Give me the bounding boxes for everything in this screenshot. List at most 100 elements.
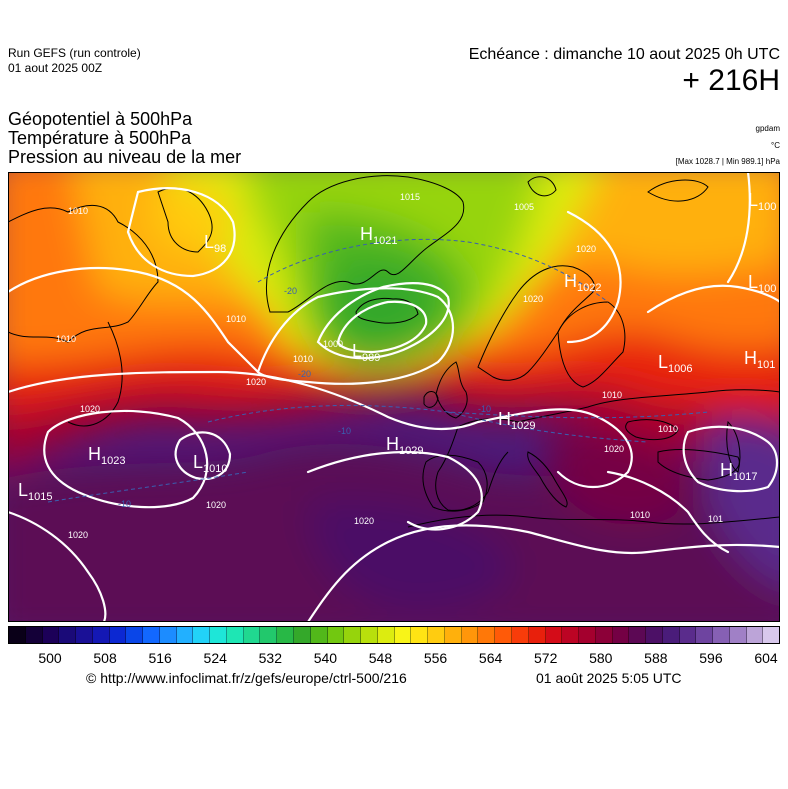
colorbar-tick-label: 524 [203, 650, 227, 666]
colorbar-swatch [528, 627, 546, 643]
pressure-center: H1029 [386, 434, 423, 457]
colorbar-tick-label: 604 [754, 650, 778, 666]
isobar-label: 1010 [56, 334, 76, 344]
colorbar-swatch [377, 627, 395, 643]
colorbar-tick-label: 580 [589, 650, 613, 666]
isobar-atlantic-low-1 [174, 431, 232, 481]
isobar-value-labels: 1010 1010 1010 1020 1020 1020 1020 1020 … [56, 192, 723, 540]
colorbar-swatch [595, 627, 613, 643]
coast-iceland [355, 297, 419, 324]
isobar-label: 101 [708, 514, 723, 524]
run-date: 01 aout 2025 00Z [8, 61, 103, 75]
coast-east-canada [67, 321, 123, 427]
isobar-label: 1020 [206, 500, 226, 510]
colorbar-swatch [763, 627, 780, 643]
field-pressure: Pression au niveau de la mer [8, 147, 242, 167]
isobar-1020-ne [566, 210, 622, 344]
colorbar-swatch [193, 627, 211, 643]
colorbar-tick-label: 532 [258, 650, 282, 666]
weather-map: 1010 1010 1010 1020 1020 1020 1020 1020 … [8, 172, 780, 622]
isobar-1020-large [8, 370, 633, 489]
lead-time: + 216H [682, 64, 780, 97]
colorbar-swatch [679, 627, 697, 643]
isobar-1020-sw [8, 510, 107, 622]
isobar-1015-ne [646, 284, 780, 314]
temperature-label: -20 [284, 286, 297, 296]
generated-time: 01 août 2025 5:05 UTC [536, 670, 682, 686]
isobar-label: 1010 [293, 354, 313, 364]
isobar-1010-labrador [126, 187, 236, 278]
isobars [8, 172, 780, 622]
isobar-label: 1020 [576, 244, 596, 254]
colorbar-tick-label: 588 [644, 650, 668, 666]
pressure-center: L1006 [658, 352, 693, 375]
colorbar-swatch [226, 627, 244, 643]
colorbar-swatch [25, 627, 43, 643]
colorbar-swatch [562, 627, 580, 643]
isobar-label: 1020 [68, 530, 88, 540]
pressure-center: L98 [204, 232, 226, 255]
colorbar-swatch [713, 627, 730, 643]
isobar-label: 1020 [523, 294, 543, 304]
coast-caspian [726, 420, 741, 473]
colorbar-swatch [260, 627, 278, 643]
temperature-label: -10 [118, 499, 131, 509]
pressure-center: H101 [744, 348, 775, 371]
colorbar-swatch [579, 627, 596, 643]
field-geopotential: Géopotentiel à 500hPa [8, 109, 193, 129]
unit-gpdam: gpdam [755, 124, 780, 133]
coast-svalbard [527, 176, 557, 197]
colorbar-swatch [243, 627, 261, 643]
colorbar-swatch [495, 627, 512, 643]
isobar-label: 1020 [246, 377, 266, 387]
isobar-1010-med [606, 470, 730, 554]
coast-greenland [266, 175, 465, 313]
colorbar-swatch [394, 627, 412, 643]
isobar-990-iceland [336, 300, 428, 354]
colorbar-tick-label: 556 [423, 650, 448, 666]
coast-ireland [423, 391, 439, 408]
colorbar-swatch [478, 627, 496, 643]
isobar-label: 1020 [604, 444, 624, 454]
colorbar-swatch [126, 627, 144, 643]
colorbar-swatch [428, 627, 445, 643]
colorbar-swatch [361, 627, 378, 643]
colorbar-swatch [76, 627, 93, 643]
colorbar-tick-label: 564 [478, 650, 503, 666]
temperature-label: -20 [298, 369, 311, 379]
coast-black-sea [625, 419, 679, 441]
colorbar-swatch [444, 627, 462, 643]
temperature-label: -10 [338, 426, 351, 436]
pressure-center: L989 [352, 341, 380, 364]
colorbar-swatch [59, 627, 77, 643]
valid-time: Echéance : dimanche 10 aout 2025 0h UTC [468, 46, 780, 63]
colorbar-swatch [344, 627, 362, 643]
colorbar-swatch [662, 627, 680, 643]
isobar-label: 1020 [354, 516, 374, 526]
isobar-label: 1020 [80, 404, 100, 414]
isobar-label: 1010 [226, 314, 246, 324]
pressure-center: H1021 [360, 224, 397, 247]
colorbar [8, 626, 780, 644]
colorbar-swatch [729, 627, 747, 643]
isobar-label: 1010 [658, 424, 678, 434]
isobar-1010-iceland [256, 287, 455, 385]
pressure-center: L1015 [18, 480, 53, 503]
isobar-1020-e [682, 425, 779, 493]
colorbar-swatch [411, 627, 429, 643]
coast-sweden-finland [557, 301, 626, 388]
colorbar-swatch [629, 627, 647, 643]
colorbar-swatch [511, 627, 529, 643]
colorbar-tick-label: 572 [534, 650, 558, 666]
run-title: Run GEFS (run controle) [8, 46, 141, 60]
temperature-isotherms [47, 238, 709, 503]
colorbar-swatch [310, 627, 328, 643]
colorbar-swatch [696, 627, 714, 643]
source-url[interactable]: © http://www.infoclimat.fr/z/gefs/europe… [86, 670, 407, 686]
colorbar-swatch [327, 627, 345, 643]
colorbar-swatch [545, 627, 563, 643]
colorbar-tick-label: 500 [38, 650, 62, 666]
coastlines [8, 175, 780, 528]
coast-europe [435, 389, 780, 511]
isobar-1010-nw [726, 172, 751, 284]
